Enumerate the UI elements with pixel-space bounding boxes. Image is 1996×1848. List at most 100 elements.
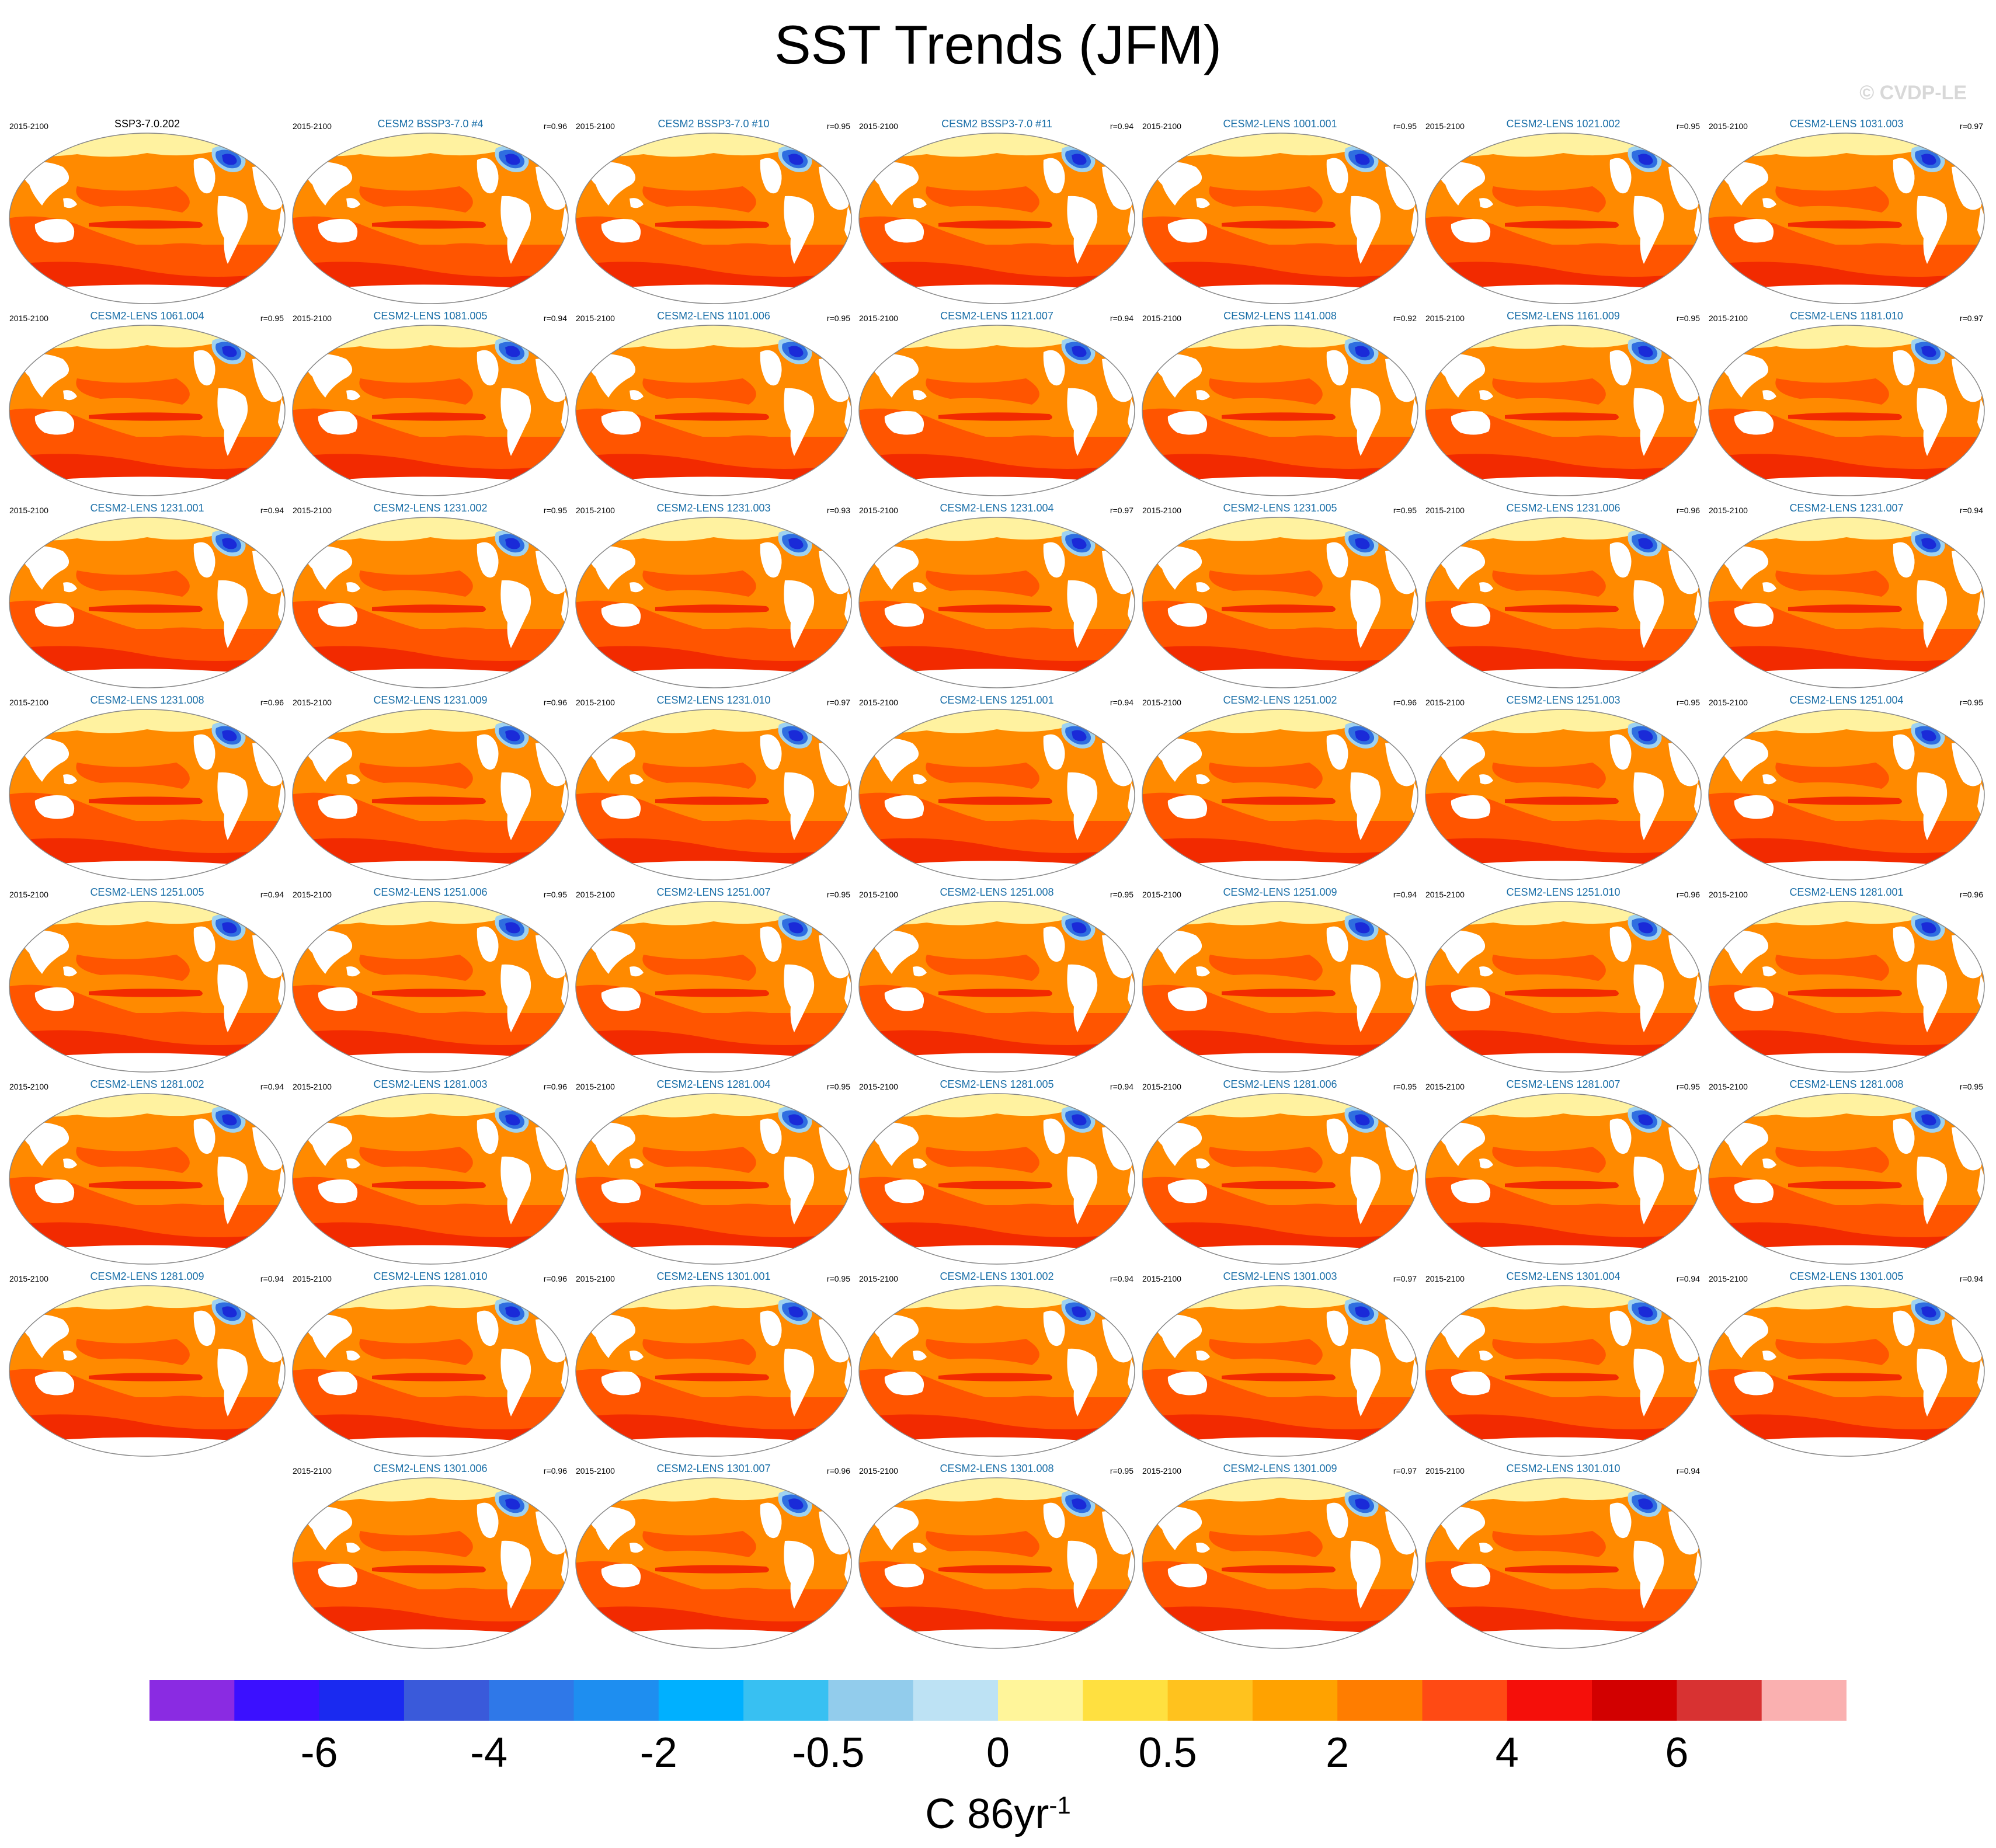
panel-period: 2015-2100 bbox=[576, 1466, 615, 1475]
sst-trend-map bbox=[1708, 517, 1985, 688]
panel-period: 2015-2100 bbox=[293, 1082, 332, 1091]
panel-title: CESM2-LENS 1061.004 bbox=[90, 310, 204, 322]
sst-trend-map bbox=[1142, 1093, 1418, 1265]
sst-trend-map bbox=[858, 901, 1135, 1073]
colorbar-swatch bbox=[828, 1680, 914, 1721]
sst-trend-map bbox=[575, 325, 852, 496]
map-panel: 2015-2100 CESM2-LENS 1281.005 r=0.94 bbox=[857, 1077, 1137, 1270]
panel-period: 2015-2100 bbox=[1142, 1466, 1181, 1475]
panel-period: 2015-2100 bbox=[1709, 314, 1748, 323]
panel-pattern-correlation: r=0.95 bbox=[260, 314, 284, 323]
panel-period: 2015-2100 bbox=[1709, 506, 1748, 515]
sst-trend-map bbox=[1425, 1477, 1702, 1649]
panel-period: 2015-2100 bbox=[1142, 698, 1181, 707]
colorbar-tick-label: -4 bbox=[470, 1729, 508, 1776]
panel-pattern-correlation: r=0.95 bbox=[1676, 121, 1700, 131]
panel-title: CESM2-LENS 1281.007 bbox=[1506, 1078, 1621, 1090]
panel-pattern-correlation: r=0.94 bbox=[260, 890, 284, 899]
colorbar-swatch bbox=[998, 1680, 1083, 1721]
panel-title: CESM2-LENS 1301.002 bbox=[940, 1271, 1054, 1282]
panel-pattern-correlation: r=0.94 bbox=[543, 314, 567, 323]
units-exponent: -1 bbox=[1049, 1791, 1071, 1819]
panel-title: CESM2-LENS 1231.009 bbox=[373, 694, 488, 706]
panel-period: 2015-2100 bbox=[576, 314, 615, 323]
sst-trend-map bbox=[575, 1285, 852, 1457]
panel-period: 2015-2100 bbox=[9, 506, 48, 515]
sst-trend-map bbox=[9, 709, 286, 881]
panel-pattern-correlation: r=0.94 bbox=[260, 506, 284, 515]
colorbar-tick-label: -2 bbox=[639, 1729, 677, 1776]
map-panel: 2015-2100 CESM2 BSSP3-7.0 #10 r=0.95 bbox=[573, 117, 854, 309]
panel-title: CESM2-LENS 1251.010 bbox=[1506, 886, 1621, 898]
map-panel: 2015-2100 CESM2-LENS 1031.003 r=0.97 bbox=[1706, 117, 1987, 309]
panel-pattern-correlation: r=0.94 bbox=[1110, 314, 1133, 323]
panel-title: CESM2-LENS 1251.004 bbox=[1789, 694, 1904, 706]
colorbar-swatch bbox=[1761, 1680, 1847, 1721]
panel-period: 2015-2100 bbox=[293, 698, 332, 707]
panel-pattern-correlation: r=0.94 bbox=[1959, 1274, 1983, 1283]
panel-period: 2015-2100 bbox=[293, 506, 332, 515]
sst-trend-map bbox=[1142, 901, 1418, 1073]
panel-pattern-correlation: r=0.97 bbox=[1393, 1466, 1417, 1475]
panel-period: 2015-2100 bbox=[9, 1274, 48, 1283]
panel-pattern-correlation: r=0.96 bbox=[826, 1466, 850, 1475]
panel-pattern-correlation: r=0.95 bbox=[1676, 314, 1700, 323]
panel-title: CESM2-LENS 1231.002 bbox=[373, 502, 488, 514]
panel-title: CESM2-LENS 1251.001 bbox=[940, 694, 1054, 706]
colorbar-swatch bbox=[573, 1680, 659, 1721]
panel-period: 2015-2100 bbox=[576, 1082, 615, 1091]
panel-period: 2015-2100 bbox=[576, 890, 615, 899]
panel-pattern-correlation: r=0.94 bbox=[1676, 1466, 1700, 1475]
map-panel: 2015-2100 CESM2-LENS 1281.001 r=0.96 bbox=[1706, 885, 1987, 1078]
panel-pattern-correlation: r=0.96 bbox=[1676, 890, 1700, 899]
panel-pattern-correlation: r=0.96 bbox=[543, 698, 567, 707]
sst-trend-map bbox=[1425, 901, 1702, 1073]
panel-pattern-correlation: r=0.97 bbox=[826, 698, 850, 707]
panel-title: CESM2-LENS 1231.010 bbox=[656, 694, 771, 706]
panel-pattern-correlation: r=0.97 bbox=[1959, 121, 1983, 131]
panel-pattern-correlation: r=0.96 bbox=[543, 1082, 567, 1091]
panel-title: CESM2-LENS 1161.009 bbox=[1507, 310, 1620, 322]
panel-period: 2015-2100 bbox=[576, 506, 615, 515]
map-panel: 2015-2100 CESM2-LENS 1301.007 r=0.96 bbox=[573, 1461, 854, 1654]
panel-period: 2015-2100 bbox=[859, 698, 898, 707]
sst-trend-map bbox=[9, 325, 286, 496]
panel-period: 2015-2100 bbox=[576, 1274, 615, 1283]
map-panel: 2015-2100 CESM2-LENS 1301.004 r=0.94 bbox=[1423, 1269, 1703, 1462]
sst-trend-map bbox=[1425, 325, 1702, 496]
panel-period: 2015-2100 bbox=[1142, 1082, 1181, 1091]
panel-pattern-correlation: r=0.94 bbox=[1110, 698, 1133, 707]
panel-period: 2015-2100 bbox=[576, 698, 615, 707]
panel-period: 2015-2100 bbox=[1425, 1274, 1465, 1283]
map-panel: 2015-2100 CESM2 BSSP3-7.0 #4 r=0.96 bbox=[290, 117, 571, 309]
map-panel: 2015-2100 CESM2-LENS 1281.008 r=0.95 bbox=[1706, 1077, 1987, 1270]
panel-period: 2015-2100 bbox=[859, 506, 898, 515]
map-panel: 2015-2100 CESM2-LENS 1251.009 r=0.94 bbox=[1140, 885, 1420, 1078]
map-panel: 2015-2100 CESM2-LENS 1101.006 r=0.95 bbox=[573, 309, 854, 502]
map-panel: 2015-2100 CESM2-LENS 1301.010 r=0.94 bbox=[1423, 1461, 1703, 1654]
map-panel: 2015-2100 CESM2-LENS 1251.001 r=0.94 bbox=[857, 693, 1137, 886]
panel-title: CESM2-LENS 1301.010 bbox=[1506, 1463, 1621, 1474]
panel-period: 2015-2100 bbox=[1142, 314, 1181, 323]
panel-period: 2015-2100 bbox=[293, 314, 332, 323]
units-label: C 86yr bbox=[925, 1791, 1049, 1837]
map-panel: 2015-2100 CESM2-LENS 1251.007 r=0.95 bbox=[573, 885, 854, 1078]
panel-title: CESM2-LENS 1251.009 bbox=[1223, 886, 1337, 898]
panel-title: CESM2-LENS 1251.005 bbox=[90, 886, 204, 898]
panel-title: CESM2-LENS 1281.003 bbox=[373, 1078, 488, 1090]
sst-trend-map bbox=[292, 133, 569, 304]
colorbar-swatch bbox=[1592, 1680, 1677, 1721]
panel-pattern-correlation: r=0.95 bbox=[1393, 1082, 1417, 1091]
panel-title: CESM2-LENS 1081.005 bbox=[373, 310, 488, 322]
colorbar-swatch bbox=[1167, 1680, 1253, 1721]
panel-period: 2015-2100 bbox=[293, 121, 332, 131]
sst-trend-map bbox=[858, 1093, 1135, 1265]
panel-period: 2015-2100 bbox=[293, 890, 332, 899]
panel-pattern-correlation: r=0.94 bbox=[1110, 1082, 1133, 1091]
panel-pattern-correlation: r=0.95 bbox=[1676, 698, 1700, 707]
map-panel: 2015-2100 CESM2-LENS 1281.010 r=0.96 bbox=[290, 1269, 571, 1462]
colorbar-tick-label: 4 bbox=[1495, 1729, 1519, 1776]
colorbar-tick-label: -6 bbox=[300, 1729, 338, 1776]
panel-title: CESM2-LENS 1251.002 bbox=[1223, 694, 1337, 706]
colorbar-swatch bbox=[489, 1680, 574, 1721]
